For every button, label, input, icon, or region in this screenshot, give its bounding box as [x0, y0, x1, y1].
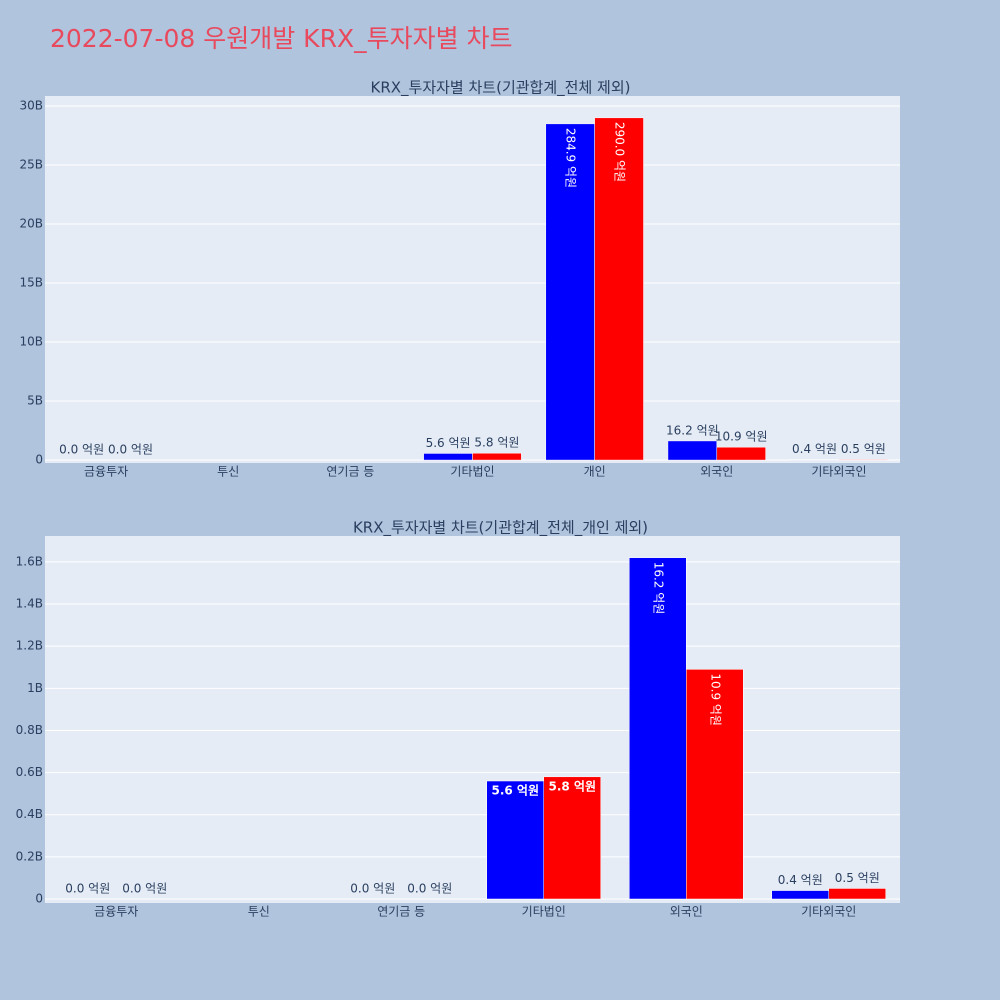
y-tick-label: 20B [19, 217, 43, 231]
value-label: 5.6 억원 [491, 784, 539, 798]
bar [423, 453, 473, 461]
value-label: 10.9 억원 [715, 430, 768, 444]
bar [486, 780, 544, 900]
bar [545, 123, 595, 461]
value-label: 0.0 억원 [407, 881, 452, 895]
y-tick-label: 1B [27, 681, 43, 695]
value-label: 0.0 억원 [59, 443, 104, 457]
y-tick-label: 15B [19, 276, 43, 290]
y-tick-label: 1.2B [16, 639, 43, 653]
bar [629, 557, 687, 900]
bar [716, 446, 766, 461]
x-tick-label: 기타외국인 [801, 905, 856, 919]
bar [771, 890, 829, 900]
x-tick-label: 기타외국인 [811, 465, 866, 479]
value-label: 16.2 억원 [651, 562, 665, 615]
value-label: 0.0 억원 [122, 881, 167, 895]
x-tick-label: 금융투자 [84, 465, 128, 479]
value-label: 0.0 억원 [108, 443, 153, 457]
bar [686, 669, 744, 900]
x-tick-label: 투신 [217, 465, 239, 479]
bar [838, 459, 889, 461]
x-tick-label: 연기금 등 [326, 465, 374, 479]
y-tick-label: 0 [35, 453, 43, 467]
value-label: 0.5 억원 [835, 871, 880, 885]
x-tick-label: 투신 [248, 905, 270, 919]
y-tick-label: 1.4B [16, 597, 43, 611]
bar [543, 776, 601, 900]
x-tick-label: 연기금 등 [377, 905, 425, 919]
y-tick-label: 10B [19, 335, 43, 349]
chart-title: KRX_투자자별 차트(기관합계_전체_개인 제외) [353, 519, 648, 538]
x-tick-label: 개인 [584, 465, 606, 479]
value-label: 290.0 억원 [613, 122, 627, 182]
plot-area [45, 96, 900, 463]
bar [667, 440, 718, 461]
y-tick-label: 30B [19, 99, 43, 113]
x-tick-label: 외국인 [670, 905, 703, 919]
x-tick-label: 금융투자 [94, 905, 138, 919]
value-label: 0.0 억원 [65, 881, 110, 895]
value-label: 16.2 억원 [666, 423, 719, 437]
y-tick-label: 0.6B [16, 765, 43, 779]
x-tick-label: 외국인 [700, 465, 733, 479]
y-tick-label: 1.6B [16, 554, 43, 568]
value-label: 5.6 억원 [426, 436, 471, 450]
value-label: 5.8 억원 [548, 779, 596, 793]
plot-area [45, 536, 900, 903]
x-tick-label: 기타법인 [522, 905, 566, 919]
bar [594, 117, 644, 461]
value-label: 284.9 억원 [564, 128, 578, 188]
page-title: 2022-07-08 우원개발 KRX_투자자별 차트 [50, 24, 513, 53]
value-label: 0.4 억원 [792, 442, 837, 456]
y-tick-label: 0.4B [16, 807, 43, 821]
bar [472, 452, 522, 461]
x-tick-label: 기타법인 [450, 465, 494, 479]
value-label: 0.4 억원 [778, 873, 823, 887]
value-label: 0.5 억원 [841, 442, 886, 456]
value-label: 5.8 억원 [474, 436, 519, 450]
chart-title: KRX_투자자별 차트(기관합계_전체 제외) [371, 79, 631, 98]
y-tick-label: 0 [35, 891, 43, 905]
y-tick-label: 5B [27, 394, 43, 408]
value-label: 10.9 억원 [708, 673, 722, 726]
y-tick-label: 25B [19, 158, 43, 172]
value-label: 0.0 억원 [350, 881, 395, 895]
y-tick-label: 0.8B [16, 723, 43, 737]
y-tick-label: 0.2B [16, 849, 43, 863]
bar [828, 888, 886, 900]
